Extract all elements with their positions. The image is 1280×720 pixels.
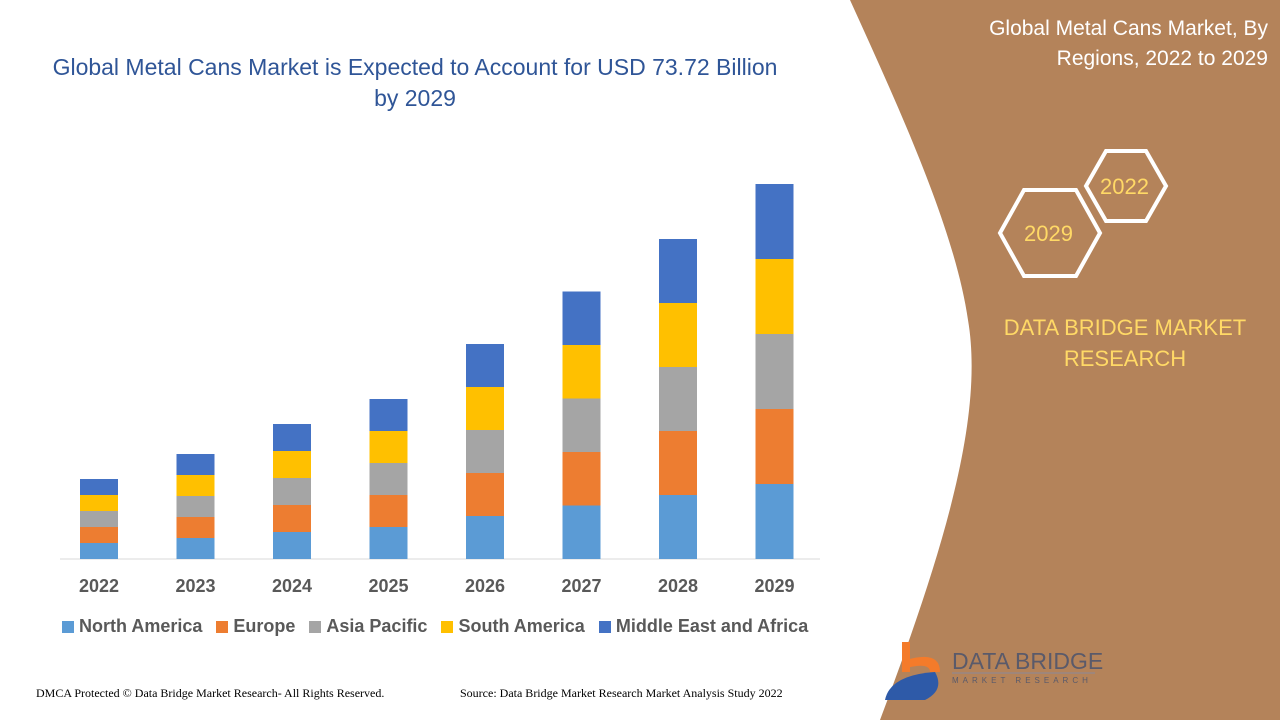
brand-text: DATA BRIDGE MARKET RESEARCH	[1003, 315, 1247, 371]
hex-label-2029: 2029	[1024, 221, 1073, 246]
chart-title: Global Metal Cans Market is Expected to …	[52, 54, 778, 111]
panel-title: Global Metal Cans Market, By Regions, 20…	[989, 17, 1268, 70]
x-tick-label: 2023	[175, 576, 215, 596]
bar-2022-south-america	[80, 495, 118, 511]
legend-swatch	[441, 620, 454, 633]
stacked-bar-chart: 2022 2023 2024 2025 2026 2027 2028 2029	[60, 184, 820, 596]
bar-2025-north-america	[369, 527, 408, 559]
bar-2029-asia-pacific	[755, 334, 794, 409]
bar-2027-middle-east-and-africa	[562, 291, 601, 345]
x-tick-label: 2029	[754, 576, 794, 596]
bar-2029-europe	[755, 409, 794, 484]
bar-2027-europe	[562, 452, 601, 506]
bar-2026-south-america	[466, 387, 504, 430]
legend-item: Middle East and Africa	[598, 616, 809, 637]
bar-2024-north-america	[273, 532, 311, 559]
bar-2025-south-america	[369, 431, 408, 463]
x-tick-label: 2026	[465, 576, 505, 596]
bar-2022-north-america	[80, 543, 118, 559]
hex-label-2022: 2022	[1100, 174, 1149, 199]
bar-2024-south-america	[273, 451, 311, 478]
legend-swatch	[62, 620, 74, 633]
bar-2027-north-america	[562, 505, 601, 559]
legend-item: Asia Pacific	[309, 616, 427, 637]
bar-2026-europe	[466, 473, 504, 516]
logo-icon	[885, 642, 940, 700]
bar-2024-europe	[273, 505, 311, 532]
bar-2022-asia-pacific	[80, 511, 118, 527]
legend-label: South America	[458, 616, 585, 636]
hexagon-2022	[1083, 149, 1169, 223]
bar-2029-north-america	[755, 484, 794, 559]
legend-label: Middle East and Africa	[615, 616, 809, 636]
legend-item: Europe	[216, 616, 295, 637]
bar-2024-asia-pacific	[273, 478, 311, 505]
legend-label: North America	[79, 616, 203, 636]
bar-2028-north-america	[659, 495, 697, 559]
logo-name: DATA BRIDGE	[952, 648, 1104, 674]
hexagon-2029	[997, 188, 1103, 278]
bar-2025-europe	[369, 495, 408, 527]
legend-swatch	[598, 620, 611, 633]
bar-2023-middle-east-and-africa	[176, 454, 215, 475]
bar-2028-asia-pacific	[659, 367, 697, 431]
bar-2026-north-america	[466, 516, 504, 559]
logo-sub: MARKET RESEARCH	[952, 676, 1092, 685]
bar-2028-south-america	[659, 303, 697, 367]
bar-2023-asia-pacific	[176, 496, 215, 517]
legend-swatch	[309, 620, 322, 633]
legend-item: South America	[441, 616, 585, 637]
legend-label: Asia Pacific	[326, 616, 428, 636]
bar-2023-south-america	[176, 475, 215, 496]
x-tick-label: 2022	[79, 576, 119, 596]
x-tick-label: 2024	[272, 576, 312, 596]
bar-2027-asia-pacific	[562, 398, 601, 452]
bar-2023-north-america	[176, 538, 215, 559]
legend-label: Europe	[233, 616, 296, 636]
footer-source: Source: Data Bridge Market Research Mark…	[460, 686, 783, 700]
bar-2025-asia-pacific	[369, 463, 408, 495]
bar-2026-middle-east-and-africa	[466, 344, 504, 387]
legend-swatch	[216, 620, 229, 633]
footer-copyright: DMCA Protected © Data Bridge Market Rese…	[36, 686, 385, 700]
bar-2027-south-america	[562, 345, 601, 399]
bar-2026-asia-pacific	[466, 430, 504, 473]
legend-item: North America	[62, 616, 202, 637]
bar-2029-middle-east-and-africa	[755, 184, 794, 259]
x-tick-label: 2025	[368, 576, 408, 596]
bar-2024-middle-east-and-africa	[273, 424, 311, 451]
bar-2022-middle-east-and-africa	[80, 479, 118, 495]
legend: North America Europe Asia Pacific South Ame…	[62, 616, 808, 637]
bar-2029-south-america	[755, 259, 794, 334]
x-tick-label: 2027	[561, 576, 601, 596]
bar-2022-europe	[80, 527, 118, 543]
bar-2025-middle-east-and-africa	[369, 399, 408, 431]
bar-2028-middle-east-and-africa	[659, 239, 697, 303]
bar-2023-europe	[176, 517, 215, 538]
x-tick-label: 2028	[658, 576, 698, 596]
bar-2028-europe	[659, 431, 697, 495]
